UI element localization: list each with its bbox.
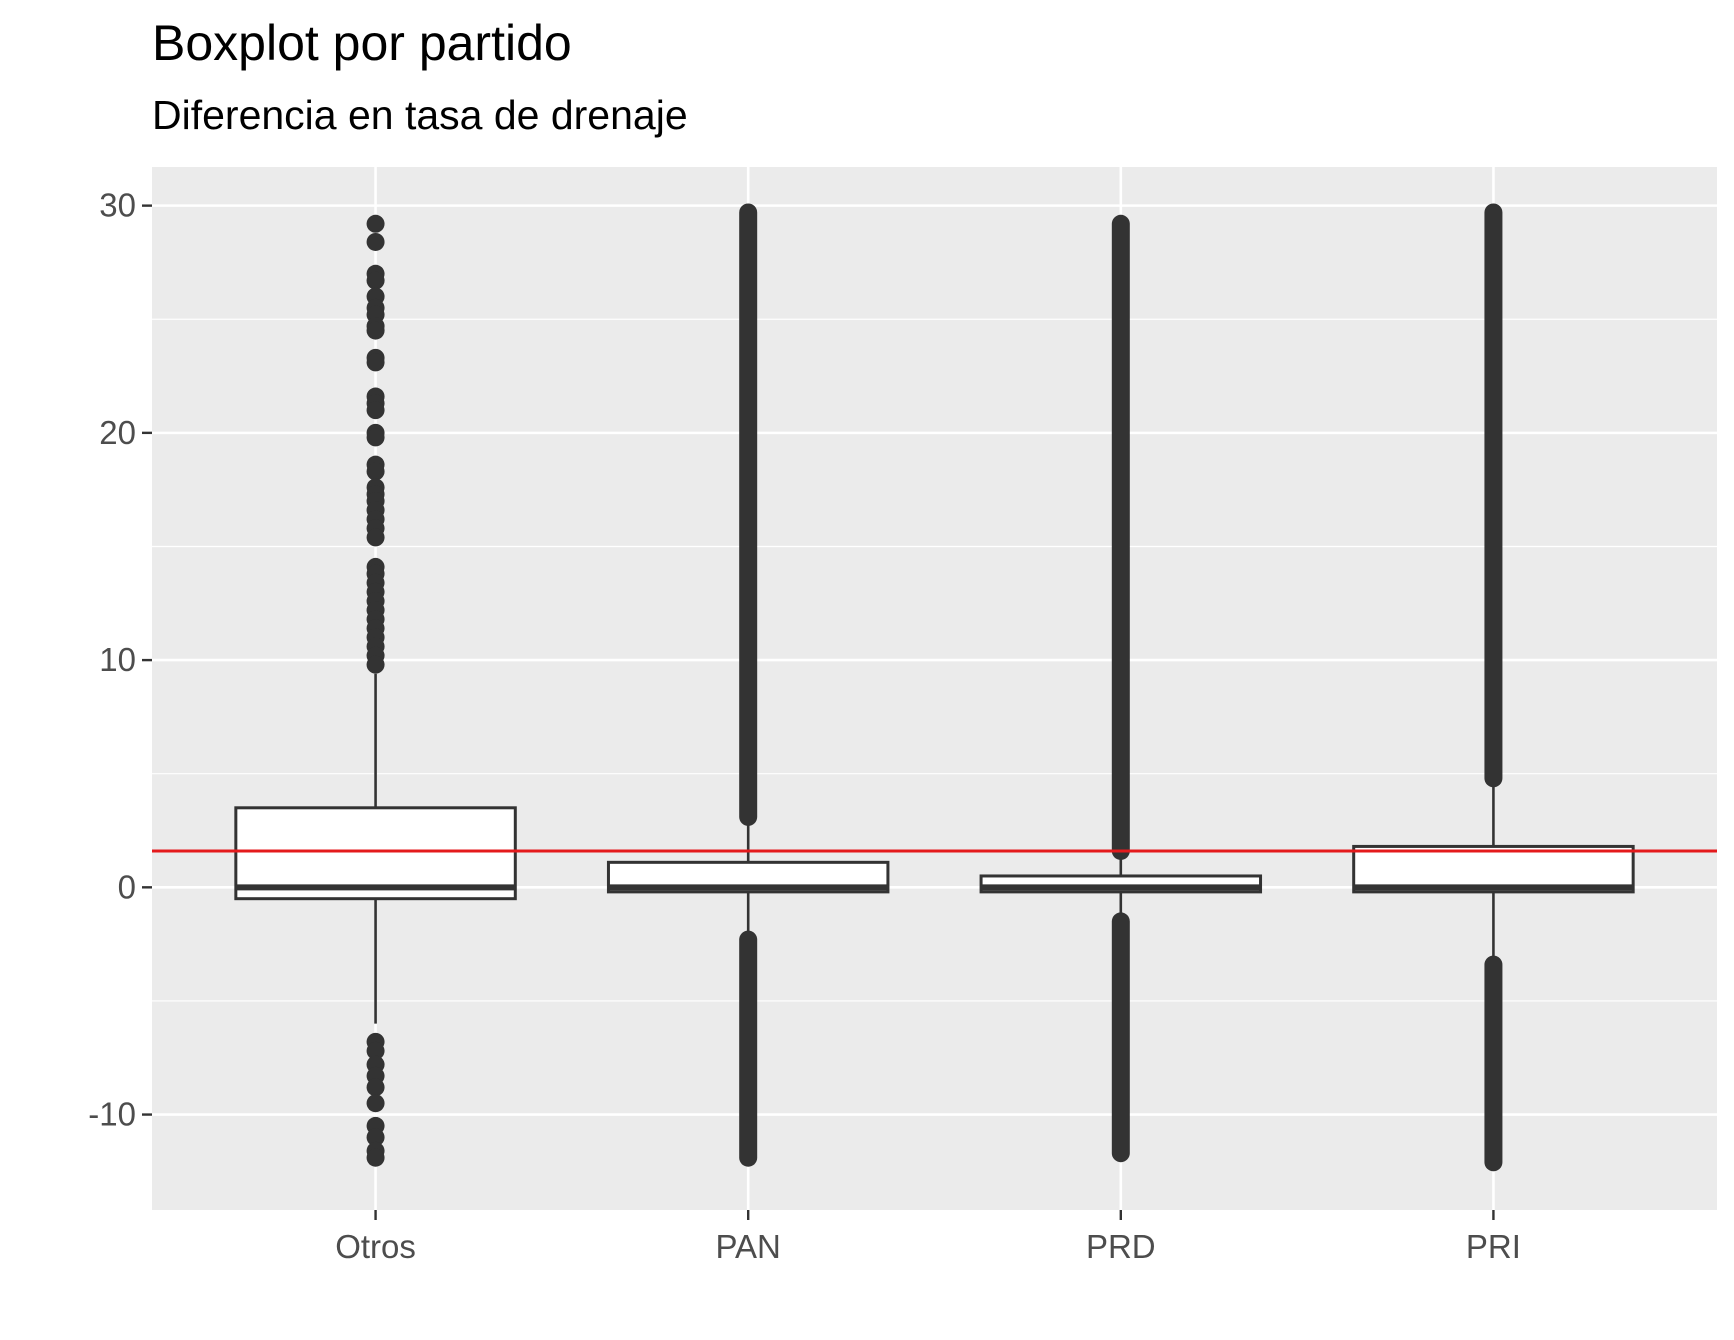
y-tick-label: 10 [99,641,136,678]
plot-panel [152,167,1717,1210]
outlier-point [366,528,385,547]
y-tick-label: -10 [88,1096,136,1133]
outlier-cluster [1484,203,1503,788]
box-prd [979,214,1263,1163]
grid-minor-lines [152,318,1717,1002]
outlier-cluster [739,930,758,1167]
outlier-cluster [1111,214,1130,860]
outlier-point [366,321,385,340]
outlier-cluster [739,203,758,826]
boxplot-series [234,203,1635,1172]
outlier-point [366,428,385,447]
x-tick-label: PRI [1466,1228,1521,1265]
outlier-point [366,1078,385,1097]
x-tick-label: PRD [1086,1228,1156,1265]
y-tick-label: 20 [99,414,136,451]
outlier-point [366,1128,385,1147]
box-body [1352,844,1635,894]
outlier-point [366,401,385,420]
outlier-cluster [1484,955,1503,1172]
chart-subtitle: Diferencia en tasa de drenaje [152,92,688,138]
outlier-point [366,353,385,372]
outlier-cluster [1111,912,1130,1163]
outlier-point [366,1148,385,1167]
outlier-point [366,1094,385,1113]
box-pan [606,203,890,1167]
chart-title: Boxplot por partido [152,15,572,71]
y-tick-label: 0 [118,868,136,905]
outlier-point [366,214,385,233]
outlier-point [366,1041,385,1060]
outlier-point [366,271,385,290]
x-tick-label: PAN [715,1228,780,1265]
box-pri [1352,203,1635,1172]
y-tick-label: 30 [99,187,136,224]
axes: -10 0 10 20 30 Otros PAN PRD PRI [88,187,1521,1265]
outlier-point [366,462,385,481]
x-tick-label: Otros [335,1228,416,1265]
box-body [234,806,517,901]
outlier-point [366,655,385,674]
box-otros [234,214,517,1167]
outlier-point [366,232,385,251]
